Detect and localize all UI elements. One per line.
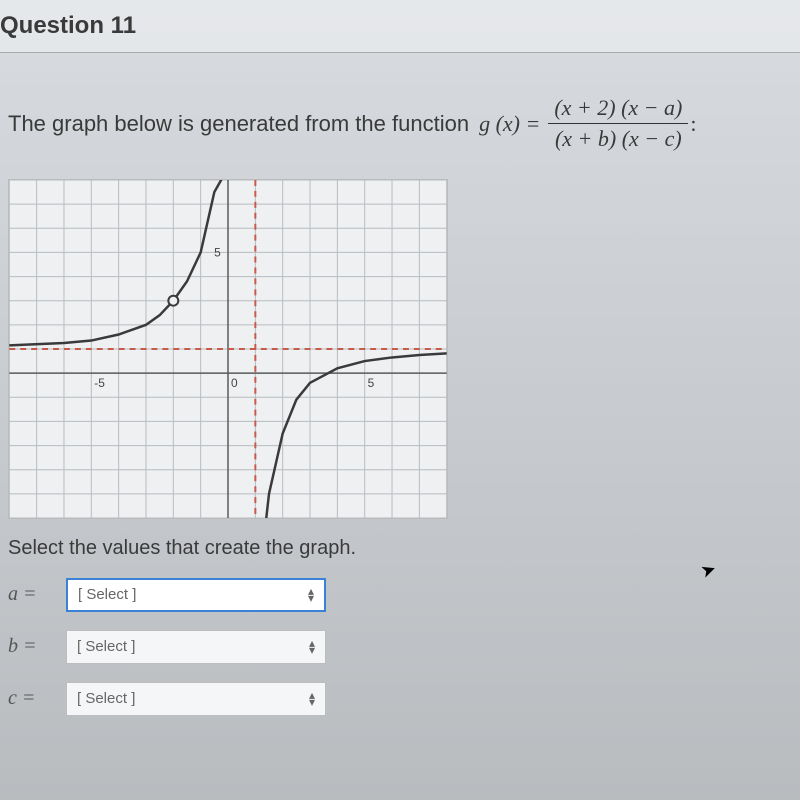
stepper-icon[interactable]: ▴▾: [309, 692, 315, 706]
select-row: c = [ Select ] ▴▾: [8, 682, 792, 716]
stepper-icon[interactable]: ▴▾: [309, 640, 315, 654]
svg-text:-5: -5: [94, 376, 105, 390]
value-selector[interactable]: [ Select ] ▴▾: [66, 630, 326, 664]
question-header: Question 11: [0, 0, 800, 53]
select-row: a = [ Select ] ▴▾: [8, 578, 792, 612]
question-title: Question 11: [0, 12, 136, 39]
variable-label: b =: [8, 635, 52, 658]
formula: g (x) = (x + 2) (x − a) (x + b) (x − c) …: [479, 93, 696, 155]
formula-fraction: (x + 2) (x − a) (x + b) (x − c): [548, 93, 688, 155]
variable-label: c =: [8, 687, 52, 710]
value-selector[interactable]: [ Select ] ▴▾: [66, 578, 326, 612]
selector-placeholder: [ Select ]: [78, 586, 136, 603]
select-instruction: Select the values that create the graph.: [8, 537, 792, 560]
prompt-line: The graph below is generated from the fu…: [8, 93, 792, 155]
selector-placeholder: [ Select ]: [77, 638, 135, 655]
formula-numerator: (x + 2) (x − a): [548, 93, 688, 123]
graph-svg: -5 0 5 5: [9, 180, 447, 518]
svg-text:5: 5: [214, 245, 221, 259]
svg-text:5: 5: [368, 376, 375, 390]
variable-label: a =: [8, 583, 52, 606]
formula-denominator: (x + b) (x − c): [549, 124, 688, 154]
stepper-icon[interactable]: ▴▾: [308, 588, 314, 602]
value-selector[interactable]: [ Select ] ▴▾: [66, 682, 326, 716]
formula-tail: :: [690, 111, 696, 137]
content-area: The graph below is generated from the fu…: [0, 53, 800, 716]
selector-placeholder: [ Select ]: [77, 690, 135, 707]
graph: -5 0 5 5: [8, 179, 448, 519]
select-row: b = [ Select ] ▴▾: [8, 630, 792, 664]
formula-lhs: g (x) =: [479, 111, 540, 137]
prompt-text: The graph below is generated from the fu…: [8, 111, 469, 137]
svg-text:0: 0: [231, 376, 238, 390]
